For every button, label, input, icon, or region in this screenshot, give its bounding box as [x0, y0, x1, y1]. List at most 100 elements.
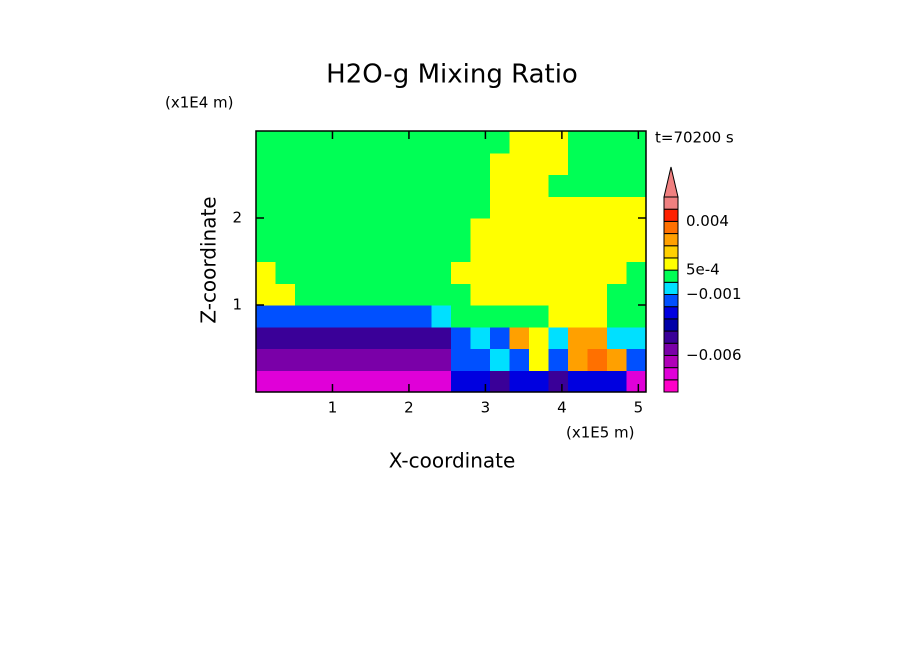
contour-cell: [509, 239, 530, 262]
contour-cell: [626, 370, 647, 393]
contour-cell: [295, 305, 315, 328]
contour-cell: [509, 283, 530, 306]
contour-cell: [256, 261, 276, 284]
contour-cell: [295, 326, 315, 349]
contour-cell: [334, 174, 354, 197]
contour-cell: [509, 348, 530, 371]
contour-cell: [568, 174, 588, 197]
contour-cell: [314, 174, 335, 197]
contour-cell: [587, 283, 608, 306]
contour-cell: [295, 283, 315, 306]
contour-cell: [587, 239, 608, 262]
contour-cell: [548, 305, 569, 328]
contour-cell: [373, 239, 393, 262]
contour-cell: [529, 239, 549, 262]
contour-cell: [587, 305, 608, 328]
colorbar-segment: [663, 306, 679, 320]
contour-cell: [568, 196, 588, 219]
contour-cell: [490, 326, 510, 349]
contour-cell: [626, 131, 647, 154]
contour-cell: [392, 196, 413, 219]
contour-cell: [451, 283, 471, 306]
contour-cell: [412, 348, 432, 371]
contour-cell: [431, 370, 452, 393]
colorbar-tick-label: −0.001: [686, 285, 742, 303]
contour-cell: [295, 261, 315, 284]
contour-cell: [626, 196, 647, 219]
contour-cell: [431, 326, 452, 349]
contour-cell: [509, 196, 530, 219]
contour-cell: [412, 152, 432, 175]
contour-cell: [490, 261, 510, 284]
contour-cell: [412, 305, 432, 328]
contour-cell: [587, 326, 608, 349]
contour-cell: [607, 239, 627, 262]
contour-cell: [529, 261, 549, 284]
contour-cell: [334, 370, 354, 393]
contour-cell: [314, 131, 335, 154]
contour-cell: [548, 196, 569, 219]
contour-cell: [470, 174, 491, 197]
contour-cell: [373, 196, 393, 219]
contour-cell: [568, 261, 588, 284]
contour-cell: [490, 283, 510, 306]
contour-cell: [373, 348, 393, 371]
contour-cell: [412, 174, 432, 197]
contour-cell: [334, 196, 354, 219]
colorbar-extend: [663, 166, 679, 198]
colorbar-segment: [663, 354, 679, 369]
contour-cell: [353, 283, 374, 306]
contour-cell: [314, 283, 335, 306]
contour-cell: [295, 218, 315, 241]
colorbar-tick-label: −0.006: [686, 346, 742, 364]
contour-cell: [529, 348, 549, 371]
contour-cell: [509, 174, 530, 197]
contour-cell: [275, 326, 296, 349]
contour-cell: [256, 326, 276, 349]
colorbar-segment: [663, 257, 679, 271]
contour-cell: [626, 152, 647, 175]
contour-cell: [626, 261, 647, 284]
contour-cell: [548, 348, 569, 371]
contour-cell: [490, 131, 510, 154]
contour-cell: [334, 152, 354, 175]
contour-cell: [568, 218, 588, 241]
contour-cell: [587, 261, 608, 284]
contour-cell: [451, 370, 471, 393]
contour-cell: [470, 261, 491, 284]
contour-cell: [568, 326, 588, 349]
colorbar-segment: [663, 330, 679, 344]
contour-cell: [334, 326, 354, 349]
contour-cell: [490, 174, 510, 197]
contour-cell: [509, 326, 530, 349]
contour-cell: [334, 283, 354, 306]
contour-cell: [295, 348, 315, 371]
contour-cell: [295, 174, 315, 197]
contour-cell: [353, 131, 374, 154]
contour-cell: [412, 196, 432, 219]
contour-cell: [568, 348, 588, 371]
contour-cell: [392, 348, 413, 371]
contour-cell: [470, 218, 491, 241]
contour-cell: [451, 152, 471, 175]
contour-cell: [568, 131, 588, 154]
contour-cell: [548, 152, 569, 175]
contour-cell: [256, 348, 276, 371]
contour-cell: [373, 261, 393, 284]
contour-cell: [529, 174, 549, 197]
contour-cell: [373, 218, 393, 241]
contour-cell: [392, 283, 413, 306]
contour-cell: [392, 305, 413, 328]
contour-cell: [431, 131, 452, 154]
contour-cell: [548, 218, 569, 241]
contour-cell: [470, 239, 491, 262]
contour-cell: [509, 131, 530, 154]
contour-cell: [626, 326, 647, 349]
contour-cell: [353, 152, 374, 175]
colorbar-segment: [663, 379, 679, 393]
contour-cell: [607, 196, 627, 219]
contour-cell: [392, 174, 413, 197]
contour-cell: [490, 370, 510, 393]
x-tick-label: 5: [634, 399, 644, 417]
contour-cell: [275, 283, 296, 306]
